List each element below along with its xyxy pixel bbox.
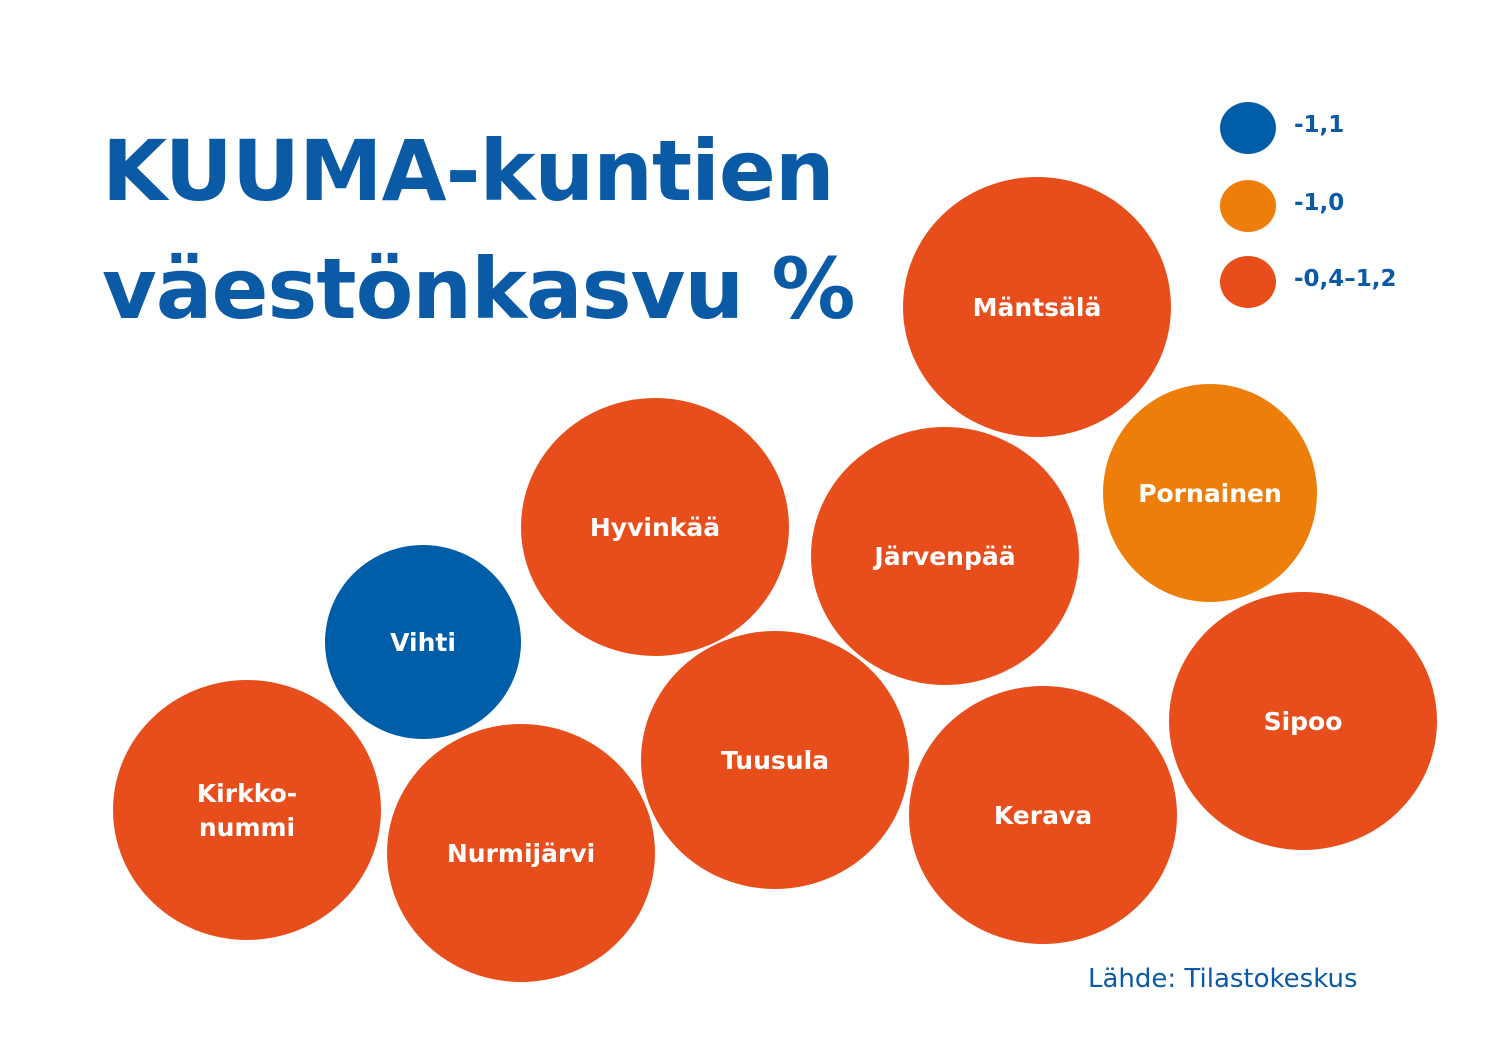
bubble-label-jarvenpaa: Järvenpää: [872, 542, 1015, 571]
bubble-label-mantsala: Mäntsälä: [973, 293, 1102, 322]
bubble-circle-mantsala: [903, 177, 1171, 437]
bubble-label-kirkkonummi-line-1: Kirkko-: [197, 779, 297, 808]
bubble-tuusula: Tuusula: [641, 631, 909, 889]
bubble-label-nurmijarvi: Nurmijärvi: [447, 839, 595, 868]
bubble-label-hyvinkaa: Hyvinkää: [590, 513, 720, 542]
bubble-sipoo: Sipoo: [1169, 592, 1437, 850]
legend-label-blue: -1,1: [1294, 112, 1345, 138]
legend-item-light-orange: -1,0: [1220, 178, 1440, 234]
bubble-kerava: Kerava: [909, 686, 1177, 944]
bubble-label-kirkkonummi-line-2: nummi: [199, 813, 295, 842]
bubble-label-kerava: Kerava: [994, 801, 1092, 830]
bubble-circle-kirkkonummi: [113, 680, 381, 940]
chart-title-line-1: KUUMA-kuntien: [102, 122, 835, 220]
source-note: Lähde: Tilastokeskus: [1088, 964, 1358, 994]
bubble-jarvenpaa: Järvenpää: [811, 427, 1079, 685]
bubble-circle-vihti: [325, 545, 521, 739]
bubble-circle-hyvinkaa: [521, 398, 789, 656]
bubble-kirkkonummi: Kirkko-nummi: [113, 680, 381, 940]
bubble-label-tuusula: Tuusula: [721, 746, 829, 775]
bubble-circle-pornainen: [1103, 384, 1317, 602]
bubble-hyvinkaa: Hyvinkää: [521, 398, 789, 656]
bubble-label-sipoo: Sipoo: [1264, 707, 1343, 736]
bubble-vihti: Vihti: [325, 545, 521, 739]
legend-swatch-light-orange: [1220, 180, 1276, 232]
chart-title-line-2: väestönkasvu %: [102, 240, 856, 338]
bubble-pornainen: Pornainen: [1103, 384, 1317, 602]
bubble-circle-jarvenpaa: [811, 427, 1079, 685]
legend-item-blue: -1,1: [1220, 100, 1440, 156]
bubble-label-vihti: Vihti: [390, 628, 456, 657]
chart-title: KUUMA-kuntien väestönkasvu %: [102, 112, 856, 348]
bubble-circle-nurmijarvi: [387, 724, 655, 982]
bubble-circle-tuusula: [641, 631, 909, 889]
bubble-label-pornainen: Pornainen: [1138, 479, 1282, 508]
legend-label-orange: -0,4–1,2: [1294, 266, 1397, 292]
bubble-circle-kerava: [909, 686, 1177, 944]
legend-swatch-orange: [1220, 256, 1276, 308]
bubble-circle-sipoo: [1169, 592, 1437, 850]
bubble-mantsala: Mäntsälä: [903, 177, 1171, 437]
legend-item-orange: -0,4–1,2: [1220, 254, 1440, 310]
legend-label-light-orange: -1,0: [1294, 190, 1345, 216]
bubble-nurmijarvi: Nurmijärvi: [387, 724, 655, 982]
legend-swatch-blue: [1220, 102, 1276, 154]
